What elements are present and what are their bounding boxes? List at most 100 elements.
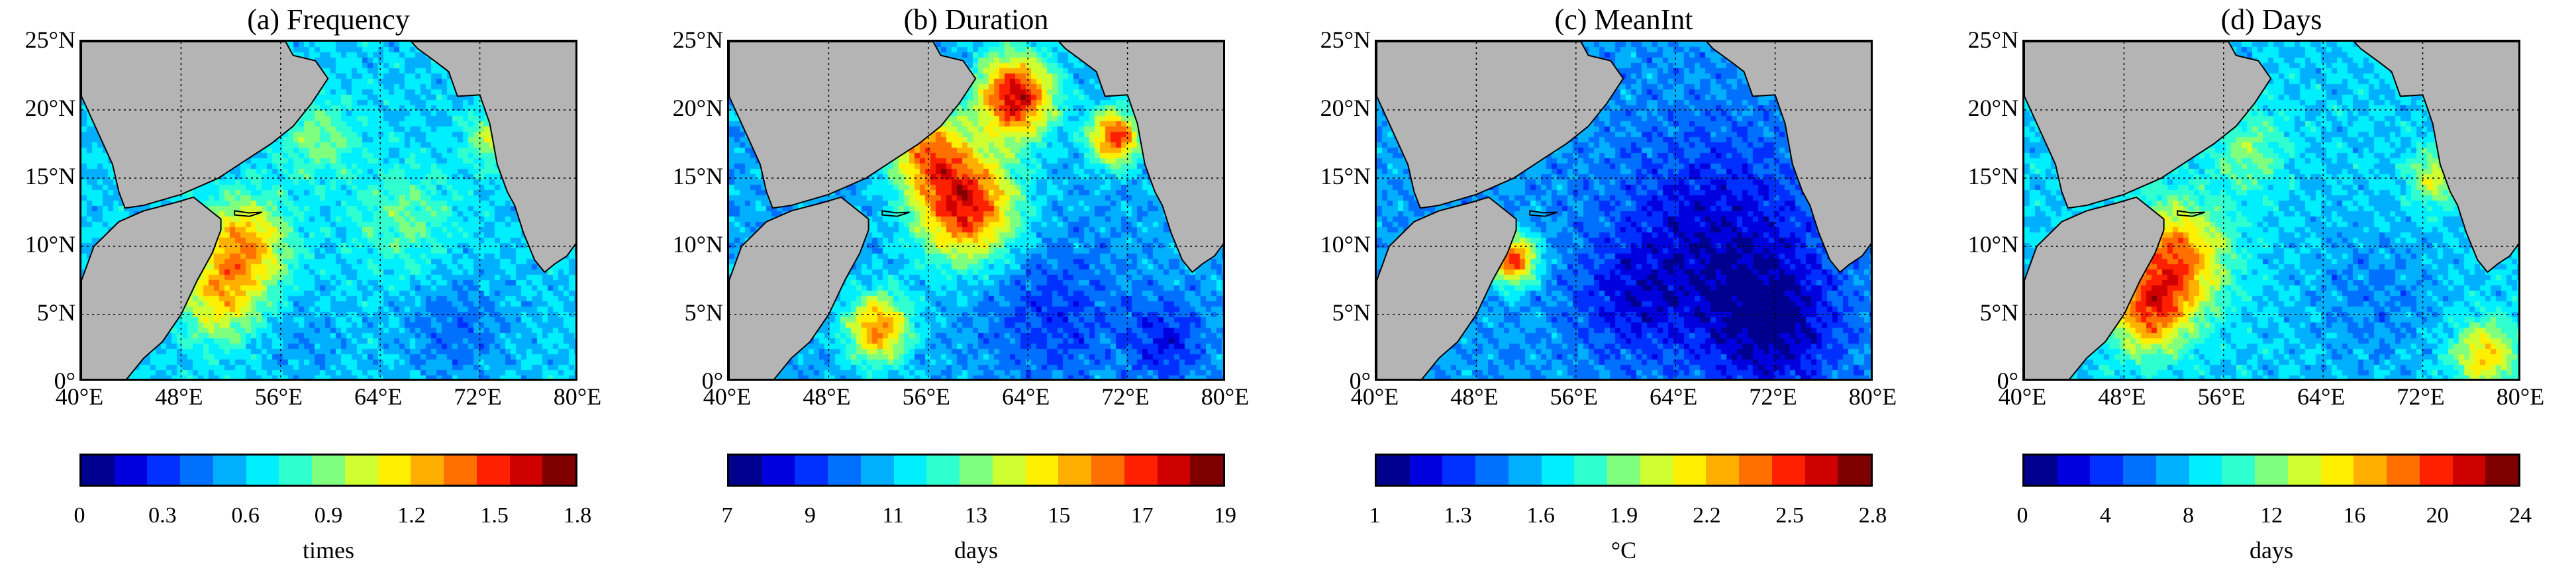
colorbar-tick-label: 19 xyxy=(1214,503,1236,528)
colorbar-segment xyxy=(2255,456,2288,485)
colorbar-segment xyxy=(1442,456,1476,485)
colorbar xyxy=(727,454,1225,487)
colorbar-tick-label: 2.8 xyxy=(1858,503,1887,528)
colorbar-segment xyxy=(279,456,313,485)
colorbar-segment xyxy=(312,456,345,485)
x-tick-label: 40°E xyxy=(1998,383,2047,410)
y-tick-label: 25°N xyxy=(25,26,75,53)
y-tick-label: 0° xyxy=(54,367,75,394)
heatmap-map xyxy=(79,40,577,381)
x-tick-label: 72°E xyxy=(1749,383,1797,410)
y-tick-label: 20°N xyxy=(1967,95,2018,121)
colorbar-tick-label: 16 xyxy=(2343,503,2366,528)
colorbar-segment xyxy=(893,456,927,485)
y-tick-label: 10°N xyxy=(1320,231,1371,258)
colorbar-tick-label: 20 xyxy=(2426,503,2449,528)
colorbar-segment xyxy=(1771,456,1805,485)
y-tick-label: 5°N xyxy=(1979,299,2018,326)
x-tick-label: 48°E xyxy=(1450,383,1499,410)
sri-lanka-land xyxy=(1870,248,1871,261)
colorbar-segment xyxy=(1025,456,1059,485)
colorbar-tick-label: 1.5 xyxy=(480,503,509,528)
colorbar-segment xyxy=(81,456,115,485)
colorbar-tick-label: 0.3 xyxy=(148,503,177,528)
colorbar-segment xyxy=(509,456,543,485)
colorbar-segment xyxy=(1739,456,1772,485)
colorbar-segment xyxy=(1640,456,1673,485)
colorbar-segment xyxy=(795,456,828,485)
colorbar xyxy=(79,454,577,487)
colorbar-tick-label: 0.9 xyxy=(314,503,343,528)
sri-lanka-land xyxy=(1222,248,1223,261)
colorbar-tick-label: 17 xyxy=(1130,503,1154,528)
arabia-land xyxy=(1377,42,1624,209)
x-tick-label: 48°E xyxy=(2098,383,2146,410)
colorbar-segment xyxy=(2024,456,2057,485)
colorbar-tick-label: 8 xyxy=(2183,503,2195,528)
panel-title: (b) Duration xyxy=(903,3,1049,36)
colorbar-tick-label: 13 xyxy=(965,503,987,528)
x-tick-label: 64°E xyxy=(354,383,403,410)
colorbar-tick-label: 2.2 xyxy=(1693,503,1721,528)
colorbar-tick-label: 11 xyxy=(882,503,905,528)
colorbar-unit-label: days xyxy=(2250,537,2293,563)
colorbar-segment xyxy=(1706,456,1740,485)
colorbar-segment xyxy=(2387,456,2420,485)
panel-title: (a) Frequency xyxy=(247,3,410,36)
colorbar-segment xyxy=(1574,456,1608,485)
x-tick-label: 48°E xyxy=(155,383,203,410)
colorbar-segment xyxy=(2320,456,2354,485)
colorbar-segment xyxy=(1607,456,1640,485)
socotra-outline xyxy=(1529,210,1558,217)
arabia-land xyxy=(81,42,329,209)
africa-land xyxy=(81,196,222,379)
x-tick-label: 56°E xyxy=(902,383,950,410)
arabia-land xyxy=(2024,42,2272,209)
colorbar-segment xyxy=(114,456,148,485)
colorbar-tick-label: 1 xyxy=(1369,503,1381,528)
colorbar-segment xyxy=(2057,456,2091,485)
colorbar-segment xyxy=(344,456,378,485)
chart-panel-2: (b) Duration 25°N 20°N 15°N 10°N 5°N 0° 40°E 48°… xyxy=(648,0,1283,582)
y-tick-label: 25°N xyxy=(1967,26,2018,53)
y-tick-label: 25°N xyxy=(672,26,723,53)
colorbar-segment xyxy=(411,456,444,485)
colorbar-tick-label: 15 xyxy=(1048,503,1071,528)
colorbar-tick-label: 2.5 xyxy=(1775,503,1804,528)
map-overlay xyxy=(1377,42,1871,379)
x-tick-label: 56°E xyxy=(2197,383,2246,410)
colorbar-segment xyxy=(1157,456,1191,485)
colorbar-segment xyxy=(377,456,411,485)
colorbar-tick-label: 0 xyxy=(74,503,85,528)
colorbar-tick-label: 1.8 xyxy=(563,503,592,528)
colorbar-segment xyxy=(2090,456,2124,485)
y-tick-label: 5°N xyxy=(684,299,723,326)
colorbar-segment xyxy=(2485,456,2519,485)
y-tick-label: 5°N xyxy=(36,299,75,326)
colorbar-segment xyxy=(1508,456,1542,485)
colorbar-tick-label: 12 xyxy=(2260,503,2283,528)
colorbar-segment xyxy=(1124,456,1158,485)
x-tick-label: 56°E xyxy=(254,383,303,410)
x-tick-label: 80°E xyxy=(1848,383,1897,410)
colorbar-segment xyxy=(2222,456,2255,485)
india-land xyxy=(2353,42,2518,273)
africa-land xyxy=(729,196,869,379)
colorbar-tick-label: 0 xyxy=(2016,503,2028,528)
y-tick-label: 15°N xyxy=(25,163,75,189)
colorbar-segment xyxy=(2452,456,2486,485)
heatmap-map xyxy=(1375,40,1873,381)
chart-panel-3: (c) MeanInt 25°N 20°N 15°N 10°N 5°N 0° 40°E 48°E… xyxy=(1295,0,1931,582)
y-tick-label: 10°N xyxy=(1967,231,2018,258)
colorbar-tick-label: 7 xyxy=(721,503,733,528)
y-tick-label: 0° xyxy=(1349,367,1371,394)
colorbar-segment xyxy=(2287,456,2321,485)
africa-land xyxy=(2024,196,2165,379)
x-tick-label: 72°E xyxy=(2397,383,2445,410)
x-tick-label: 56°E xyxy=(1550,383,1598,410)
colorbar-segment xyxy=(926,456,960,485)
sri-lanka-land xyxy=(2518,249,2520,297)
x-tick-label: 64°E xyxy=(2297,383,2346,410)
colorbar-tick-label: 0.6 xyxy=(231,503,260,528)
colorbar-tick-label: 1.3 xyxy=(1444,503,1472,528)
